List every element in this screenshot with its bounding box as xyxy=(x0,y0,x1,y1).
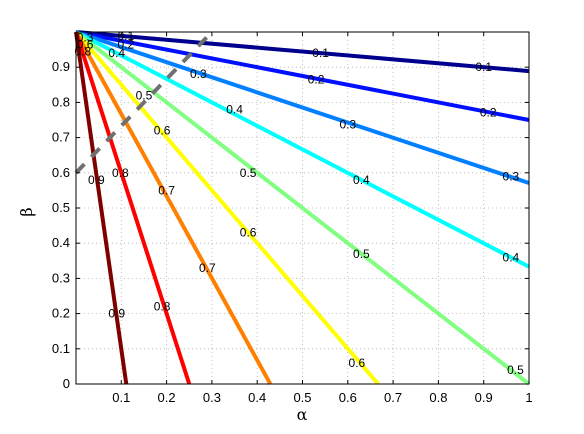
contour-label: 0.1 xyxy=(117,29,134,43)
contour-label: 0.4 xyxy=(353,173,370,187)
contour-labels: 0.10.10.10.20.20.20.30.30.30.30.40.40.40… xyxy=(74,29,524,377)
contour-line-0.5 xyxy=(74,30,531,386)
contour-label: 0.4 xyxy=(503,250,520,264)
dashed-line xyxy=(74,30,214,175)
y-tick-label: 0.9 xyxy=(52,59,70,74)
contour-line-0.6 xyxy=(74,30,380,386)
y-tick-label: 0.2 xyxy=(52,306,70,321)
x-tick-label: 0.8 xyxy=(429,390,447,405)
contour-line-0.2 xyxy=(75,30,530,122)
contour-lines xyxy=(74,30,531,386)
x-tick-label: 0.1 xyxy=(112,390,130,405)
contour-label: 0.1 xyxy=(312,46,329,60)
contour-label: 0.5 xyxy=(507,363,524,377)
contour-label: 0.4 xyxy=(226,102,243,116)
contour-label: 0.6 xyxy=(240,226,257,240)
contour-line-0.9 xyxy=(74,31,129,385)
contour-label: 0.4 xyxy=(108,46,125,60)
x-tick-label: 0.5 xyxy=(293,390,311,405)
contour-label: 0.8 xyxy=(154,300,171,314)
ticks: 0.1 0.2 0.3 0.4 0.5 0.6 0.7 0.8 0.9 100.10.20.30.… xyxy=(52,32,533,405)
contour-label: 0.2 xyxy=(480,105,497,119)
contour-line-0.3 xyxy=(75,30,530,185)
y-tick-label: 0.6 xyxy=(52,165,70,180)
x-axis-label: α xyxy=(297,405,308,424)
contour-label: 0.9 xyxy=(108,307,125,321)
x-tick-label: 0.4 xyxy=(248,390,266,405)
x-tick-label: 0.6 xyxy=(339,390,357,405)
y-tick-label: 0.3 xyxy=(52,270,70,285)
x-tick-label: 0.9 xyxy=(475,390,493,405)
x-tick-label: 0.3 xyxy=(203,390,221,405)
contour-label: 0.1 xyxy=(475,60,492,74)
y-tick-label: 0.8 xyxy=(52,94,70,109)
contour-label: 0.8 xyxy=(112,166,129,180)
contour-line-0.1 xyxy=(75,30,530,74)
contour-line-0.7 xyxy=(74,31,273,385)
contour-label: 0.3 xyxy=(77,30,94,44)
y-tick-label: 0 xyxy=(63,376,70,391)
y-axis-label: β xyxy=(17,207,36,216)
contour-label: 0.2 xyxy=(117,37,134,51)
contour-label: 0.3 xyxy=(339,118,356,132)
contour-label: 0.5 xyxy=(353,247,370,261)
contour-label: 0.6 xyxy=(154,124,171,138)
y-tick-label: 0.1 xyxy=(52,341,70,356)
contour-label: 0.6 xyxy=(349,356,366,370)
contour-label: 0.8 xyxy=(74,44,91,58)
contour-line-0.4 xyxy=(75,30,530,269)
contour-label: 0.3 xyxy=(190,67,207,81)
contour-label: 0.2 xyxy=(308,73,325,87)
y-tick-label: 0.7 xyxy=(52,130,70,145)
contour-line-0.8 xyxy=(74,31,192,385)
contour-label: 0.6 xyxy=(77,37,94,51)
x-tick-label: 0.7 xyxy=(384,390,402,405)
contour-label: 0.5 xyxy=(240,166,257,180)
x-tick-label: 0.2 xyxy=(158,390,176,405)
contour-label: 0.3 xyxy=(503,169,520,183)
contour-label: 0.9 xyxy=(88,173,105,187)
dashed-boundary xyxy=(74,30,214,175)
contour-label: 0.7 xyxy=(158,183,175,197)
contour-label: 0.5 xyxy=(136,88,153,102)
y-tick-label: 0.4 xyxy=(52,235,70,250)
y-tick-label: 0.5 xyxy=(52,200,70,215)
contour-label: 0.7 xyxy=(199,261,216,275)
x-tick-label: 1 xyxy=(525,390,532,405)
